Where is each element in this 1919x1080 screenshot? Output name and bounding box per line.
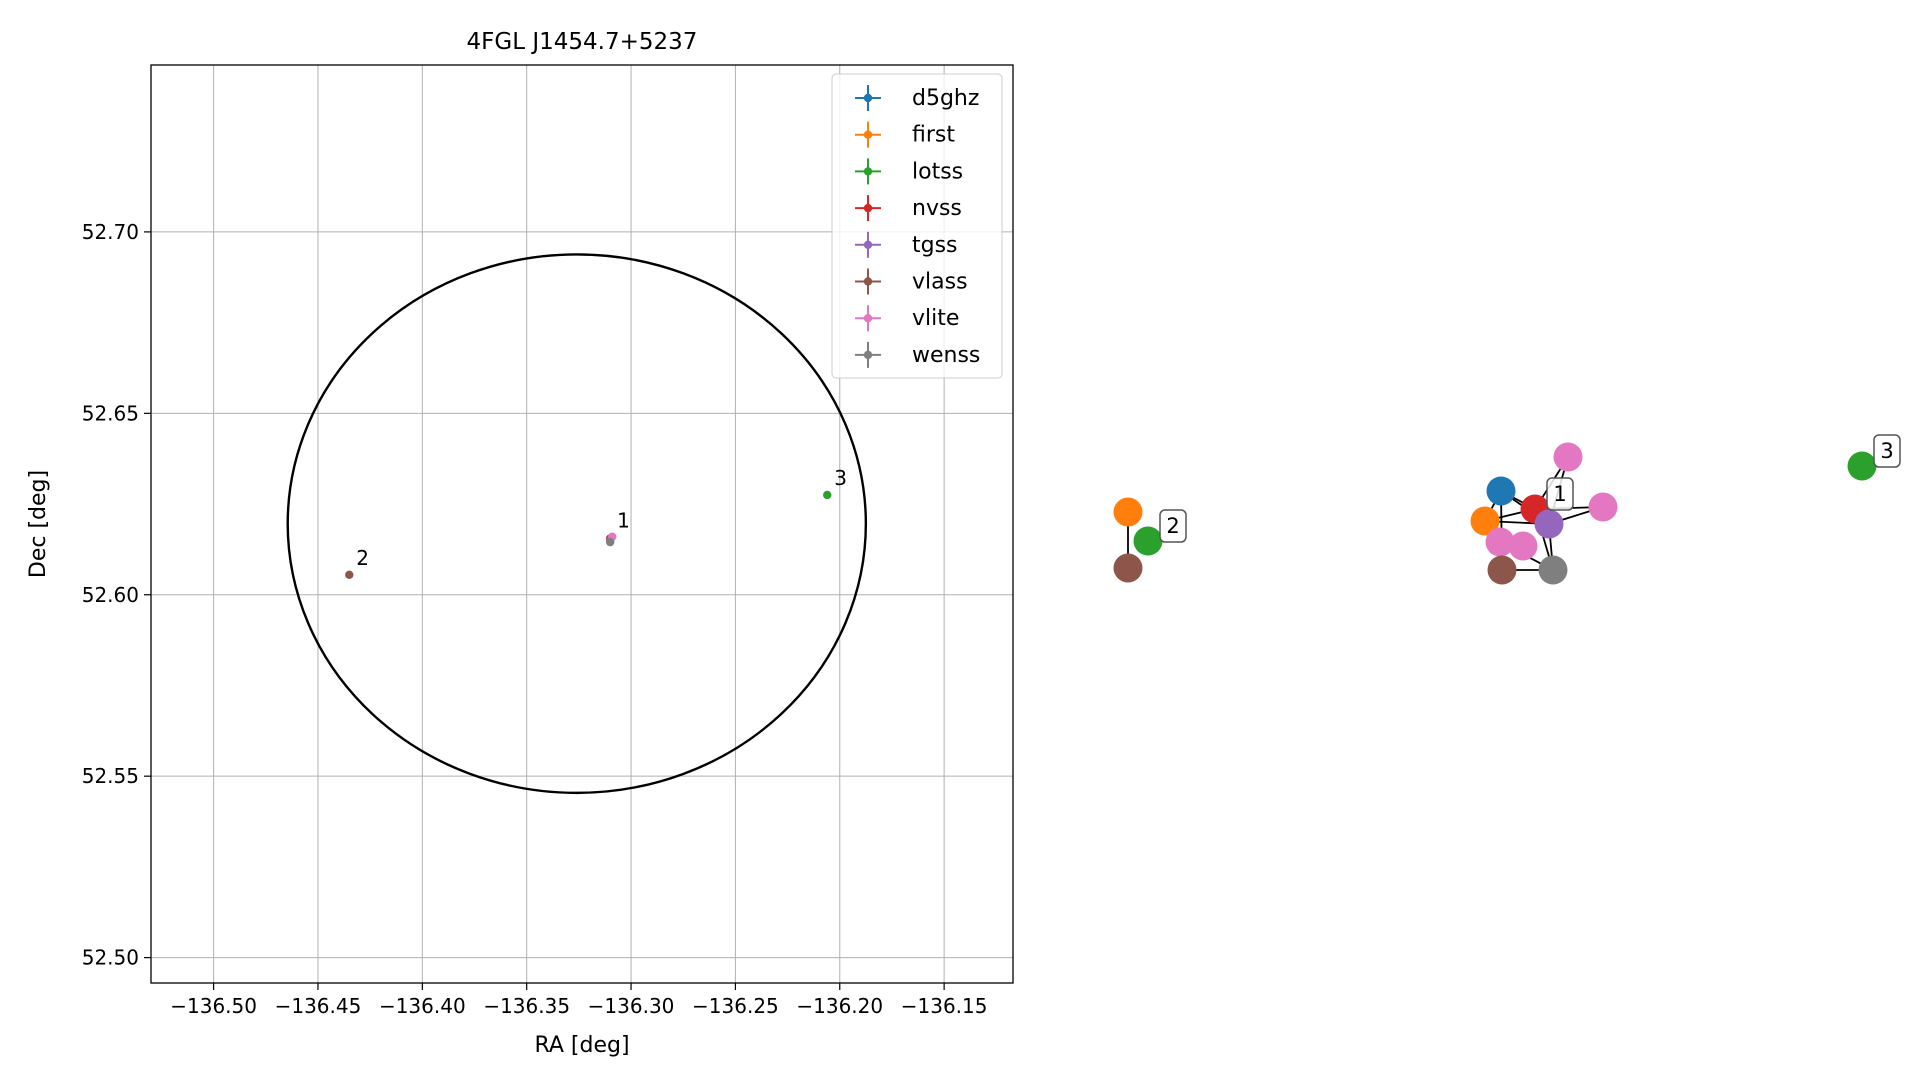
network-node-d5ghz [1486,476,1516,506]
point-annotation: 3 [834,466,847,490]
legend-marker-dot [863,240,873,249]
y-tick-label: 52.60 [82,583,139,607]
network-node-vlass [1487,555,1517,585]
error-ellipse-layer [286,253,868,795]
legend-label: lotss [912,159,963,184]
network-label-text: 2 [1166,514,1179,538]
x-axis-ticks: −136.50 −136.45 −136.40 −136.35 −136.30 −136.… [170,983,987,1018]
y-tick-label: 52.50 [82,946,139,970]
x-tick-label: −136.25 [692,994,779,1018]
legend-item-nvss: nvss [855,195,962,222]
legend-item-lotss: lotss [855,158,963,185]
network-label-box [1159,509,1187,543]
legend-label: vlite [912,306,959,331]
network-node-tgss [1534,509,1564,539]
legend-item-wenss: wenss [855,341,980,368]
data-points [345,490,832,579]
network-node-vlass [1113,553,1143,583]
network-node-first [1113,497,1143,527]
data-point-lotss [823,490,832,500]
legend-label: d5ghz [912,86,979,111]
legend-label: vlass [912,270,968,295]
network-node-lotss [1133,526,1163,556]
data-point-vlass [345,570,354,579]
legend-label: nvss [912,196,962,221]
legend-marker-dot [863,130,873,139]
point-annotation: 2 [356,546,369,570]
x-tick-label: −136.35 [483,994,570,1018]
legend: d5ghz first lotss nvss tgss vlass vlite wenss [831,73,1003,379]
network-label-box [1546,477,1574,511]
chart-title: 4FGL J1454.7+5237 [467,29,698,55]
y-tick-label: 52.55 [82,764,139,788]
legend-label: tgss [912,233,958,258]
legend-label: wenss [912,343,980,368]
network-node-lotss [1847,451,1877,481]
legend-item-tgss: tgss [855,231,958,258]
network-node-wenss [1538,555,1568,585]
network-node-vlite [1588,492,1618,522]
y-axis-ticks: 52.50 52.55 52.60 52.65 52.70 [82,220,151,970]
x-tick-label: −136.15 [901,994,988,1018]
error-ellipse [286,253,868,795]
x-tick-label: −136.30 [588,994,675,1018]
point-annotation: 1 [617,508,630,532]
legend-marker-dot [863,314,873,323]
data-point-wenss [605,537,615,547]
network-label: 3 [1873,434,1901,468]
legend-label: first [912,123,955,148]
point-annotations: 1 2 3 [356,466,847,570]
legend-marker-dot [863,167,873,176]
network-label: 1 [1546,477,1574,511]
x-tick-label: −136.20 [796,994,883,1018]
network-labels: 1 2 3 [1159,434,1901,543]
legend-box [831,73,1003,379]
y-axis-label: Dec [deg] [26,470,51,578]
network-label-text: 1 [1553,482,1566,506]
legend-item-d5ghz: d5ghz [855,85,979,111]
network-label: 2 [1159,509,1187,543]
legend-marker-dot [863,350,873,360]
y-tick-label: 52.65 [82,401,139,425]
legend-item-first: first [855,121,955,148]
network-label-box [1873,434,1901,468]
x-tick-label: −136.45 [275,994,362,1018]
x-tick-label: −136.40 [379,994,466,1018]
network-nodes [1113,442,1877,585]
network-node-first [1470,506,1500,536]
network-node-vlite [1508,531,1538,561]
network-label-text: 3 [1880,439,1893,463]
network-node-vlite [1485,527,1515,557]
y-tick-label: 52.70 [82,220,139,244]
legend-item-vlass: vlass [855,268,968,295]
x-tick-label: −136.50 [170,994,257,1018]
legend-item-vlite: vlite [855,305,959,332]
legend-marker-dot [863,277,873,286]
x-axis-label: RA [deg] [534,1033,629,1058]
network-node-vlite [1553,442,1583,472]
legend-marker-dot [863,93,873,103]
legend-marker-dot [863,203,873,213]
axes-frame [150,64,1014,984]
